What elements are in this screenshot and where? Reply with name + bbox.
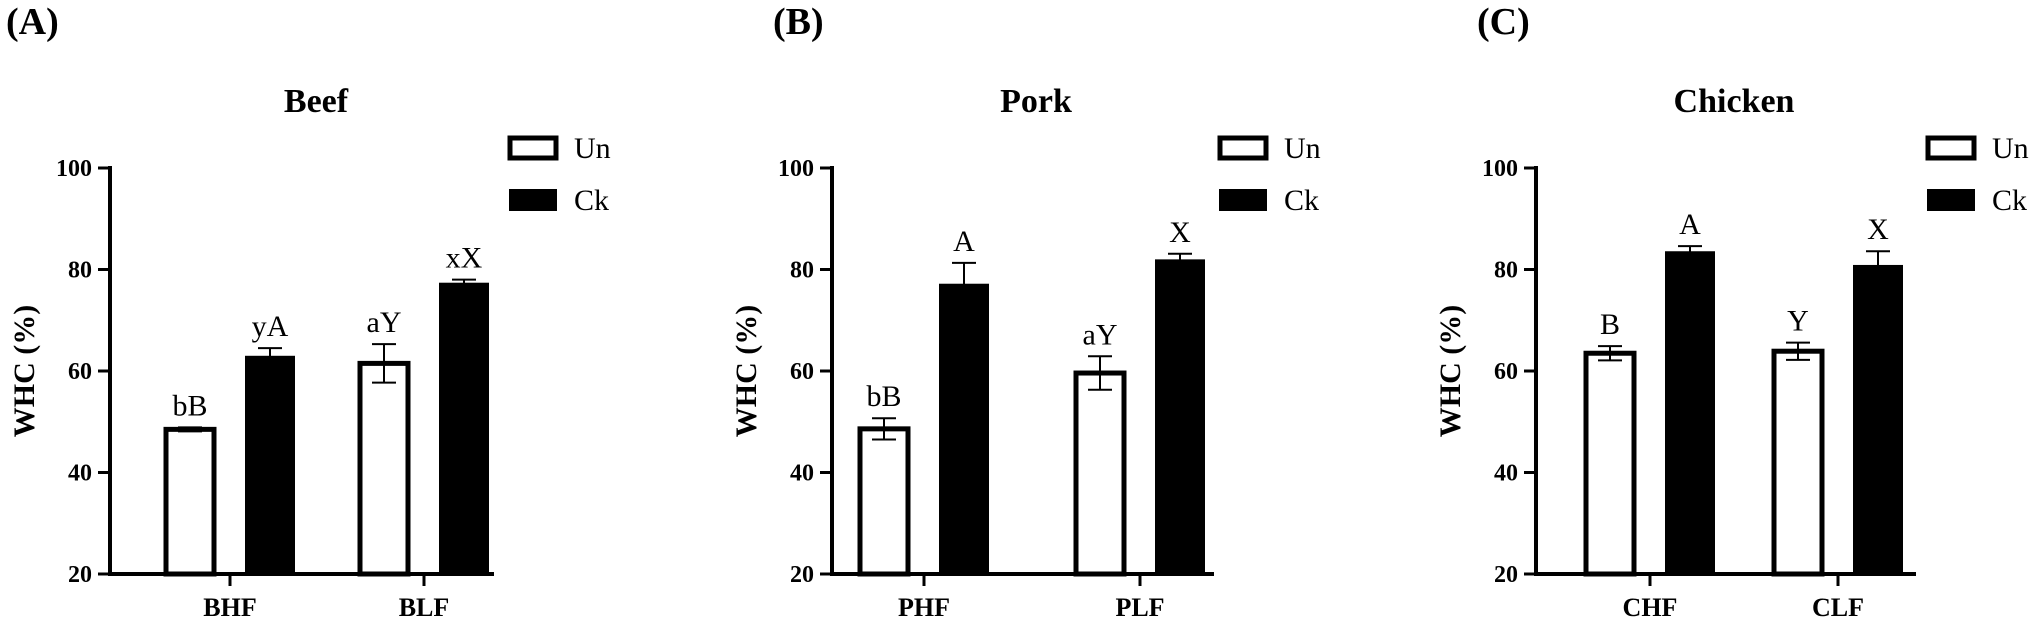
panel-label-a: (A) [6,1,59,43]
panel-label-c: (C) [1477,1,1530,43]
y-tick-label: 20 [68,562,92,588]
legend-label: Ck [1992,184,2027,217]
bar-ck [439,282,489,575]
bar-ck [245,355,295,576]
y-tick-label: 100 [1482,156,1518,182]
significance-label: xX [446,242,483,275]
y-axis-label: WHC (%) [730,305,763,437]
x-tick-label: BHF [203,593,256,622]
y-tick-label: 40 [790,461,814,487]
chart-title: Pork [1000,83,1072,120]
y-tick-label: 60 [68,359,92,385]
y-tick-label: 20 [1494,562,1518,588]
legend-swatch-ck [1927,189,1975,211]
legend-swatch-ck [509,189,557,211]
bar-un [857,426,911,577]
x-tick-label: CLF [1812,593,1864,622]
x-tick-label: BLF [399,593,450,622]
y-tick-label: 80 [790,258,814,284]
y-tick-label: 40 [1494,461,1518,487]
bar-ck [1155,259,1205,575]
chart-title: Chicken [1674,83,1795,120]
bar-un [1583,350,1637,577]
bar-un [357,360,411,577]
bar-ck [1665,251,1715,575]
panel-label-b: (B) [773,1,824,43]
y-tick-label: 100 [778,156,814,182]
y-tick-label: 100 [56,156,92,182]
legend-swatch-ck [1219,189,1267,211]
x-tick-label: PLF [1115,593,1164,622]
y-tick-label: 40 [68,461,92,487]
significance-label: X [1169,216,1191,249]
y-tick-label: 80 [68,258,92,284]
significance-label: bB [172,389,207,422]
y-tick-label: 60 [790,359,814,385]
legend-swatch-un [1217,135,1269,161]
significance-label: yA [252,310,289,343]
significance-label: Y [1787,305,1809,338]
y-axis-label: WHC (%) [1434,305,1467,437]
bar-ck [939,283,989,575]
significance-label: A [1679,208,1701,241]
legend-label: Ck [574,184,609,217]
significance-label: bB [866,380,901,413]
y-tick-label: 80 [1494,258,1518,284]
significance-label: X [1867,213,1889,246]
chart-title: Beef [284,83,349,120]
y-tick-label: 60 [1494,359,1518,385]
legend-swatch-un [1925,135,1977,161]
bar-ck [1853,264,1903,575]
significance-label: B [1600,308,1620,341]
legend-swatch-un [507,135,559,161]
legend-label: Un [1284,132,1321,165]
x-tick-label: PHF [898,593,950,622]
significance-label: aY [367,306,402,339]
bar-un [1771,348,1825,577]
significance-label: A [953,225,975,258]
y-tick-label: 20 [790,562,814,588]
legend-label: Ck [1284,184,1319,217]
x-tick-label: CHF [1623,593,1678,622]
significance-label: aY [1083,318,1118,351]
y-axis-label: WHC (%) [8,305,41,437]
legend-label: Un [574,132,611,165]
legend-label: Un [1992,132,2029,165]
